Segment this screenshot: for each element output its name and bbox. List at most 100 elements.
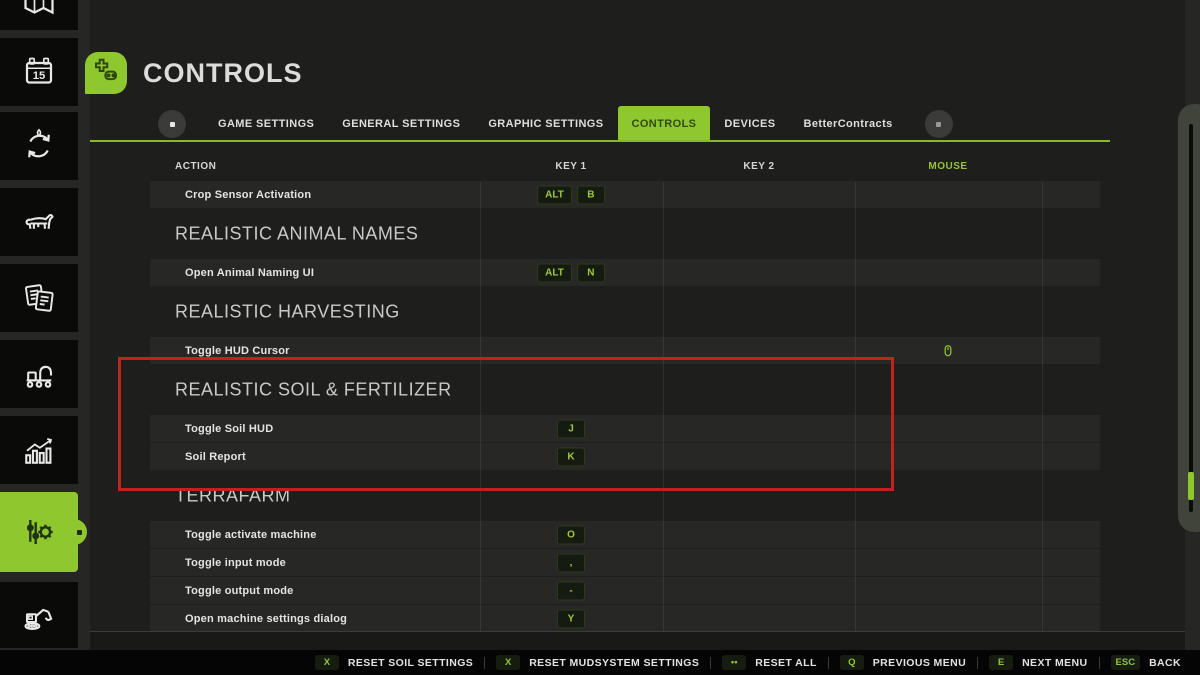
page-header: CONTROLS (85, 52, 303, 94)
keycap: O (557, 525, 585, 544)
action-label: Crop Sensor Activation (185, 188, 312, 201)
tabs-next-button[interactable] (924, 110, 953, 138)
hotkey-previous-menu[interactable]: Q PREVIOUS MENU (829, 655, 977, 670)
calendar-icon: 15 (21, 54, 57, 90)
table-header-row: ACTION KEY 1 KEY 2 MOUSE (150, 155, 1100, 181)
action-label: Open machine settings dialog (185, 612, 348, 625)
sidebar-item-settings[interactable] (0, 492, 87, 572)
settings-icon (21, 514, 57, 550)
key1-binding: ALT N (537, 263, 605, 282)
table-bottom-divider (90, 631, 1185, 632)
section-header-label: REALISTIC ANIMAL NAMES (175, 223, 419, 244)
keybinding-row[interactable]: Toggle input mode, (150, 549, 1100, 576)
hotkey-label: RESET SOIL SETTINGS (347, 656, 474, 669)
column-divider (663, 182, 664, 632)
keybinding-table: ACTION KEY 1 KEY 2 MOUSE Crop Sensor Activat… (150, 155, 1100, 632)
crop-rotation-icon (21, 128, 57, 164)
mouse-icon (941, 343, 956, 358)
sidebar-item-production[interactable] (0, 340, 78, 408)
key1-binding: - (557, 581, 585, 600)
tab-controls[interactable]: CONTROLS (617, 106, 711, 142)
bottom-hotkey-bar: X RESET SOIL SETTINGS X RESET MUDSYSTEM SET… (0, 650, 1200, 675)
hotkey-keycap: X (314, 655, 339, 670)
tab-underline (90, 140, 1110, 142)
action-label: Toggle Soil HUD (185, 422, 274, 435)
keybinding-row[interactable]: Crop Sensor Activation ALT B (150, 181, 1100, 208)
hotkey-label: BACK (1149, 656, 1181, 669)
tabs-prev-button[interactable] (158, 110, 186, 138)
tab-bar: GAME SETTINGS GENERAL SETTINGS GRAPHIC SET… (158, 106, 953, 142)
map-icon (21, 0, 57, 26)
action-label: Toggle activate machine (185, 528, 317, 541)
controls-app-icon (85, 52, 127, 94)
scrollbar (1178, 104, 1200, 532)
keybinding-row[interactable]: Open machine settings dialog Y (150, 605, 1100, 632)
construction-icon (21, 597, 57, 633)
keybinding-row[interactable]: Open Animal Naming UI ALT N (150, 259, 1100, 286)
action-label: Toggle HUD Cursor (185, 344, 290, 357)
keybinding-row[interactable]: Toggle output mode - (150, 577, 1100, 604)
hotkey-divider (484, 656, 486, 669)
sidebar-item-crop-rotation[interactable] (0, 112, 78, 180)
tab-general-settings[interactable]: GENERAL SETTINGS (342, 118, 461, 130)
column-header-key-2: KEY 2 (743, 161, 775, 172)
action-label: Toggle input mode (185, 556, 286, 569)
key1-binding: ALT B (537, 185, 605, 204)
column-divider (480, 182, 481, 632)
page-title: CONTROLS (143, 57, 303, 88)
key1-binding: K (557, 447, 585, 466)
hotkey-label: NEXT MENU (1022, 656, 1088, 669)
tab-bettercontracts[interactable]: BetterContracts (803, 118, 893, 130)
statistics-icon (21, 432, 57, 468)
section-header: REALISTIC HARVESTING (150, 287, 1100, 337)
keycap: Y (557, 609, 585, 628)
keycap: K (557, 447, 585, 466)
hotkey-keycap: Q (839, 655, 864, 670)
hotkey-reset-soil-settings[interactable]: X RESET SOIL SETTINGS (304, 655, 484, 670)
scrollbar-thumb[interactable] (1188, 472, 1194, 500)
keybinding-row[interactable]: Toggle Soil HUD J (150, 415, 1100, 442)
contracts-icon (21, 280, 57, 316)
keycap: , (557, 553, 585, 572)
key1-binding: Y (557, 609, 585, 628)
sidebar-item-statistics[interactable] (0, 416, 78, 484)
scrollbar-track[interactable] (1189, 124, 1193, 512)
section-header: REALISTIC ANIMAL NAMES (150, 209, 1100, 259)
tab-devices[interactable]: DEVICES (724, 118, 776, 130)
hotkey-next-menu[interactable]: E NEXT MENU (978, 655, 1098, 670)
key1-binding: J (557, 419, 585, 438)
keycap: - (557, 581, 585, 600)
key1-binding: O (557, 525, 585, 544)
keybinding-row[interactable]: Toggle activate machine O (150, 521, 1100, 548)
gamepad-icon (91, 56, 121, 91)
keybinding-row[interactable]: Toggle HUD Cursor (150, 337, 1100, 364)
keybinding-row[interactable]: Soil Report K (150, 443, 1100, 470)
section-header: REALISTIC SOIL & FERTILIZER (150, 365, 1100, 415)
hotkey-divider (1098, 656, 1100, 669)
sidebar-item-calendar[interactable]: 15 (0, 38, 78, 106)
next-dot-icon (936, 121, 942, 127)
section-header-label: TERRAFARM (175, 485, 291, 506)
column-header-key-1: KEY 1 (555, 161, 587, 172)
sidebar-item-animals[interactable] (0, 188, 78, 256)
hotkey-divider (827, 656, 829, 669)
tab-game-settings[interactable]: GAME SETTINGS (218, 118, 315, 130)
sidebar-item-map[interactable] (0, 0, 78, 30)
svg-text:15: 15 (33, 70, 46, 82)
tab-graphic-settings[interactable]: GRAPHIC SETTINGS (488, 118, 604, 130)
hotkey-divider (710, 656, 712, 669)
keycap: J (557, 419, 585, 438)
keycap: ALT (537, 185, 572, 204)
hotkey-keycap: ESC (1110, 655, 1141, 670)
sidebar-item-construction[interactable] (0, 582, 78, 648)
section-header-label: REALISTIC HARVESTING (175, 301, 400, 322)
hotkey-back[interactable]: ESC BACK (1100, 655, 1192, 670)
hotkey-reset-all[interactable]: •• RESET ALL (711, 655, 828, 670)
section-header: TERRAFARM (150, 471, 1100, 521)
prev-dot-icon (169, 121, 175, 127)
keycap: B (576, 185, 605, 204)
keycap: ALT (537, 263, 572, 282)
hotkey-reset-mudsystem-settings[interactable]: X RESET MUDSYSTEM SETTINGS (485, 655, 710, 670)
sidebar-item-contracts[interactable] (0, 264, 78, 332)
